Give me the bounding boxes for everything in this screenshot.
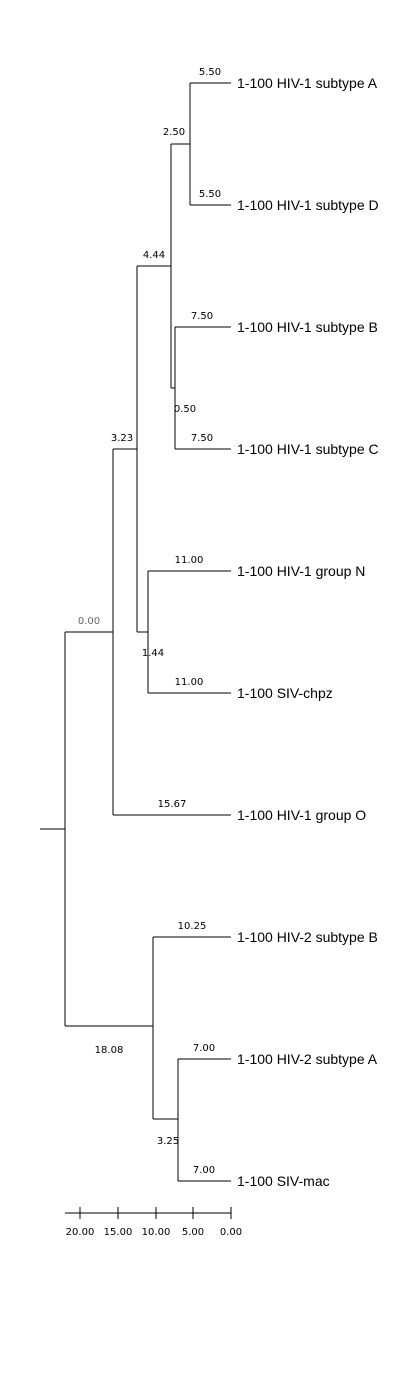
leaf-label: 1-100 HIV-2 subtype A: [237, 1051, 378, 1067]
n-chpz-length-label: 1.44: [142, 648, 164, 659]
root-length-label: 0.00: [78, 616, 100, 627]
subtype-b-c-length-label: 0.50: [174, 404, 196, 415]
leaf-label: 1-100 HIV-1 group O: [237, 807, 366, 823]
scale-tick-label: 5.00: [182, 1227, 204, 1238]
hiv2a-sivmac-length-label: 3.25: [157, 1136, 179, 1147]
hiv2-siv-length-label: 18.08: [95, 1045, 124, 1056]
group-n-length-label: 11.00: [175, 555, 204, 566]
scale-tick-label: 15.00: [104, 1227, 133, 1238]
leaf-label: 1-100 HIV-2 subtype B: [237, 929, 378, 945]
scale-tick-label: 0.00: [220, 1227, 242, 1238]
leaf-label: 1-100 HIV-1 group N: [237, 563, 365, 579]
group-o-length-label: 15.67: [158, 799, 187, 810]
leaf-label: 1-100 HIV-1 subtype A: [237, 75, 378, 91]
subtype-a-length-label: 5.50: [199, 67, 221, 78]
leaf-label: 1-100 SIV-chpz: [237, 685, 333, 701]
leaf-label: 1-100 HIV-1 subtype D: [237, 197, 379, 213]
group-m-n-length-label: 3.23: [111, 433, 133, 444]
scale-tick-label: 20.00: [66, 1227, 95, 1238]
leaf-label: 1-100 SIV-mac: [237, 1173, 330, 1189]
subtype-b-length-label: 7.50: [191, 311, 213, 322]
siv-chpz-length-label: 11.00: [175, 677, 204, 688]
subtype-c-length-label: 7.50: [191, 433, 213, 444]
leaf-label: 1-100 HIV-1 subtype B: [237, 319, 378, 335]
siv-mac-length-label: 7.00: [193, 1165, 215, 1176]
scale-bar: 20.00 15.00 10.00 5.00 0.00: [65, 1207, 242, 1238]
hiv2-a-length-label: 7.00: [193, 1043, 215, 1054]
subtype-a-d-length-label: 2.50: [163, 127, 185, 138]
subtypes-abcd-length-label: 4.44: [143, 250, 165, 261]
leaf-label: 1-100 HIV-1 subtype C: [237, 441, 379, 457]
scale-tick-label: 10.00: [142, 1227, 171, 1238]
subtype-d-length-label: 5.50: [199, 189, 221, 200]
hiv2-b-length-label: 10.25: [178, 921, 207, 932]
